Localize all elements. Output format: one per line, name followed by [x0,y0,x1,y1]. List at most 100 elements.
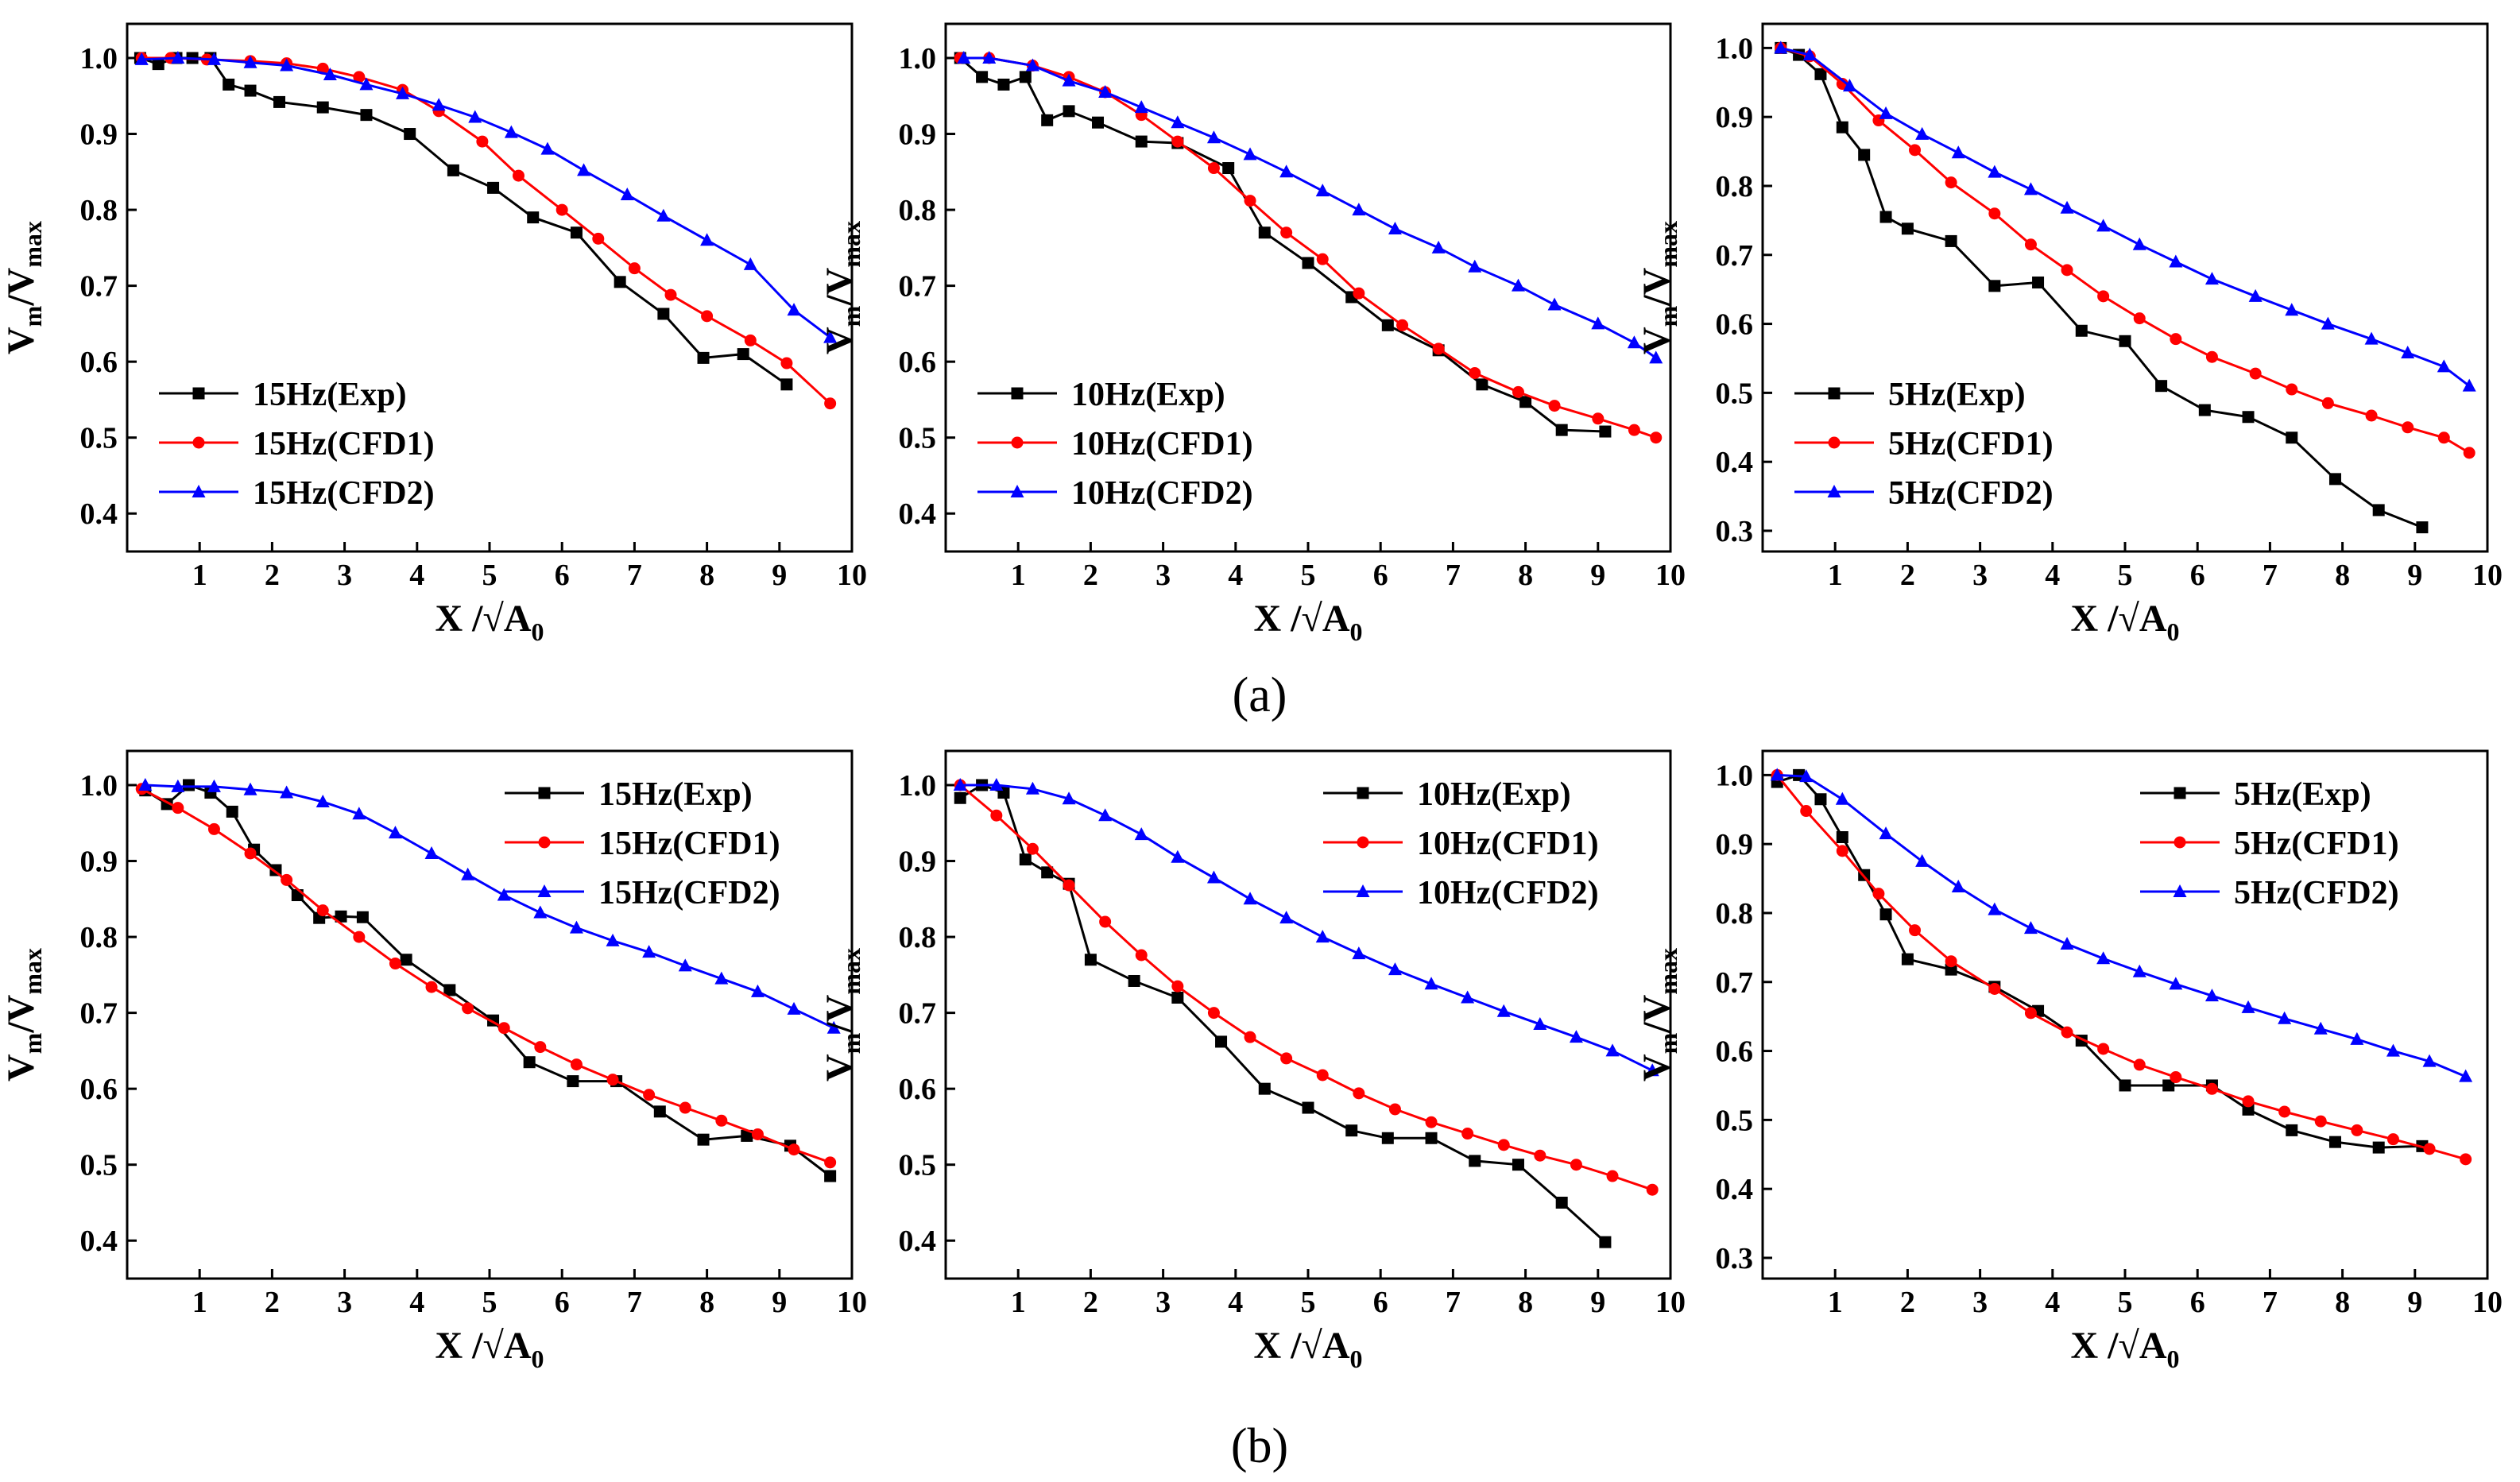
x-tick-label: 2 [265,1286,280,1319]
data-point [1215,1035,1228,1048]
series-5Hz(CFD2) [1770,768,2473,1082]
data-point [1243,892,1257,905]
y-tick-label: 0.6 [899,346,937,379]
series-line [145,784,831,1178]
series-line [1777,773,2467,1078]
legend-label: 5Hz(CFD1) [2234,826,2399,862]
data-point [614,276,626,288]
data-point [223,78,235,91]
data-point [2061,264,2073,277]
data-point [1569,1030,1583,1043]
data-point [737,348,749,361]
y-tick-label: 0.5 [1716,1104,1754,1137]
data-point [244,84,257,97]
series-10Hz(CFD2) [957,50,1663,364]
data-point [1951,145,1965,159]
data-point [1425,1116,1438,1128]
series-line [959,56,1605,433]
x-tick-label: 3 [337,559,352,592]
data-point [2169,977,2183,990]
data-point [243,55,257,68]
data-point [643,1089,656,1101]
legend-label: 15Hz(CFD2) [598,875,780,911]
y-tick-label: 0.6 [1716,308,1754,342]
data-point [487,181,500,194]
data-point [1345,1124,1358,1137]
data-point [1650,431,1663,444]
data-point [1909,144,1922,157]
panel-label-b: (b) [1231,1419,1288,1473]
y-tick-label: 0.9 [899,118,937,152]
data-point [1171,980,1184,993]
legend-marker [1828,436,1841,449]
y-tick-label: 0.4 [899,497,937,531]
data-point [1988,982,2001,995]
y-tick-label: 0.8 [80,194,118,227]
data-point [715,1114,728,1127]
x-axis-title: X /√A0 [435,598,544,646]
data-point [273,95,286,108]
data-point [280,785,294,799]
data-point [1469,1155,1481,1167]
data-point [2096,219,2111,232]
data-point [1062,73,1076,87]
data-point [1381,1132,1394,1144]
data-point [1258,226,1271,239]
data-point [512,169,525,182]
y-axis-title: Vm/Vmax [819,948,865,1082]
x-tick-label: 3 [1155,559,1171,592]
data-point [1135,949,1148,962]
chart-panel-b-3: 1 2 3 4 5 6 7 8 9 10 0.3 0.4 0.5 0.6 0.7 0.8 0.9 1.0 X /√A… [1635,749,2503,1373]
y-tick-label: 0.6 [899,1073,937,1106]
series-10Hz(Exp) [954,52,1612,438]
legend-item: 10Hz(CFD1) [1323,826,1599,862]
y-tick-label: 0.6 [1716,1035,1754,1069]
data-point [2096,951,2111,965]
legend-label: 15Hz(CFD1) [253,426,435,462]
y-tick-label: 0.3 [1716,515,1754,548]
y-tick-label: 0.4 [1716,1173,1754,1206]
data-point [2205,1082,2218,1095]
x-tick-label: 10 [1655,559,1686,592]
y-tick-label: 0.8 [1716,170,1754,203]
data-point [741,1129,753,1142]
data-point [1988,280,2001,292]
x-tick-label: 9 [772,1286,787,1319]
plot-frame [944,22,1672,553]
data-point [780,357,793,370]
y-tick-label: 0.8 [80,921,118,954]
data-point [134,52,149,65]
data-point [1316,253,1329,265]
data-point [1836,121,1848,133]
legend-marker [1357,836,1369,849]
x-tick-label: 2 [1083,559,1098,592]
chart-panel-a-2: 1 2 3 4 5 6 7 8 9 10 0.4 0.5 0.6 0.7 0.8 0.9 1.0 X /√A0 Vm… [819,22,1686,646]
data-point [2422,1054,2437,1067]
data-point [1800,805,1813,818]
data-point [400,954,412,966]
data-point [678,958,692,972]
data-point [1774,41,1788,54]
x-tick-label: 1 [1011,559,1026,592]
data-point [555,203,568,216]
data-point [1988,164,2002,178]
x-tick-label: 4 [409,1286,424,1319]
data-point [1533,1016,1547,1030]
x-tick-label: 1 [1828,559,1843,592]
data-point [714,971,729,985]
data-point [1469,366,1481,379]
data-point [1555,424,1568,436]
data-point [1915,853,1930,867]
data-point [533,905,548,919]
data-point [592,232,605,245]
data-point [2097,1043,2110,1055]
data-point [291,889,304,902]
data-point [664,288,677,301]
data-point [2023,182,2038,195]
data-point [1799,769,1814,783]
x-tick-label: 10 [2472,559,2503,592]
data-point [1353,287,1365,300]
data-point [1279,164,1294,178]
data-point [2321,397,2334,409]
data-point [2242,1095,2255,1108]
